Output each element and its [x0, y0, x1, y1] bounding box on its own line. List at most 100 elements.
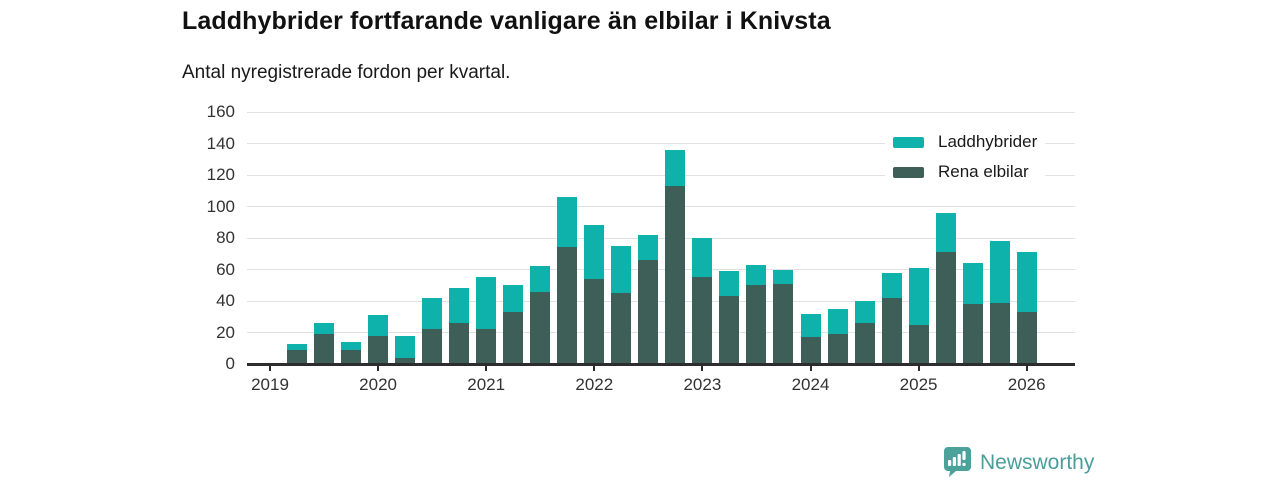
y-axis-label-100: 100 [206, 196, 235, 216]
bar-electric-2025-q4 [989, 302, 1010, 364]
bar-hybrid-2019-q4 [341, 341, 362, 350]
legend-item-laddhybrider: Laddhybrider [885, 128, 1046, 156]
chart-legend: Laddhybrider Rena elbilar [885, 128, 1046, 188]
bar-hybrid-2025-q4 [989, 241, 1010, 303]
bar-electric-2023-q2 [719, 296, 740, 364]
bar-electric-2024-q3 [854, 323, 875, 364]
bar-hybrid-2020-q2 [395, 335, 416, 358]
x-axis-label-2026: 2026 [1007, 375, 1046, 394]
plot-area: Laddhybrider Rena elbilar 0 20 40 60 80 100 120… [207, 102, 1075, 394]
x-tick-2024 [809, 365, 812, 371]
y-axis-label-40: 40 [216, 291, 235, 310]
bar-electric-2025-q1 [908, 324, 929, 364]
bar-hybrid-2023-q2 [719, 271, 740, 297]
bar-hybrid-2019-q2 [287, 343, 308, 350]
y-axis-label-20: 20 [216, 322, 235, 342]
bar-electric-2024-q1 [800, 337, 821, 364]
bar-hybrid-2021-q1 [476, 277, 497, 330]
x-tick-2026 [1025, 365, 1028, 371]
legend-swatch-icon [893, 166, 924, 178]
x-tick-2022 [593, 365, 596, 371]
bar-hybrid-2019-q3 [314, 323, 335, 335]
bar-hybrid-2020-q3 [422, 297, 443, 330]
bar-hybrid-2022-q3 [638, 234, 659, 261]
bar-electric-2022-q2 [611, 293, 632, 364]
bar-hybrid-2023-q3 [746, 264, 767, 286]
bar-hybrid-2021-q4 [557, 197, 578, 248]
bar-hybrid-2024-q3 [854, 301, 875, 324]
legend-label: Laddhybrider [938, 132, 1038, 151]
bar-hybrid-2024-q2 [827, 308, 848, 335]
gridline-y-60 [247, 269, 1075, 270]
y-axis-label-60: 60 [216, 259, 235, 279]
x-axis-label-2023: 2023 [683, 375, 722, 394]
bar-electric-2023-q3 [746, 285, 767, 364]
legend-label: Rena elbilar [938, 162, 1029, 181]
bar-electric-2024-q2 [827, 334, 848, 364]
gridline-y-100 [247, 206, 1075, 207]
gridline-y-80 [247, 237, 1075, 239]
bar-hybrid-2023-q1 [692, 238, 713, 278]
y-axis-label-80: 80 [216, 228, 235, 247]
bar-electric-2021-q2 [503, 312, 524, 364]
chart-subtitle: Antal nyregistrerade fordon per kvartal. [182, 62, 511, 83]
bar-electric-2019-q2 [287, 349, 308, 364]
bar-electric-2023-q4 [773, 283, 794, 364]
bar-electric-2021-q3 [530, 291, 551, 364]
bar-electric-2020-q3 [422, 329, 443, 364]
bar-hybrid-2026-q1 [1016, 252, 1037, 313]
gridline-y-20 [247, 332, 1075, 333]
gridline-y-40 [247, 300, 1075, 302]
bar-electric-2019-q4 [341, 349, 362, 364]
x-axis-label-2025: 2025 [899, 375, 938, 394]
bar-hybrid-2022-q2 [611, 245, 632, 294]
bar-electric-2026-q1 [1016, 312, 1037, 364]
bar-electric-2022-q3 [638, 260, 659, 364]
bar-electric-2021-q4 [557, 247, 578, 364]
bar-electric-2023-q1 [692, 277, 713, 364]
x-tick-2023 [701, 365, 704, 371]
x-axis-label-2021: 2021 [467, 375, 506, 394]
bar-hybrid-2023-q4 [773, 269, 794, 284]
bar-electric-2025-q3 [962, 304, 983, 364]
x-axis-label-2019: 2019 [251, 375, 289, 394]
bar-electric-2022-q4 [665, 186, 686, 364]
gridline-y-160 [247, 111, 1075, 113]
bar-hybrid-2020-q1 [368, 315, 389, 336]
legend-swatch-icon [893, 136, 924, 148]
y-axis-label-140: 140 [206, 133, 235, 153]
y-axis-label-0: 0 [225, 354, 235, 373]
bar-hybrid-2025-q1 [908, 267, 929, 325]
newsworthy-logo-icon [944, 447, 971, 477]
bar-hybrid-2020-q4 [449, 288, 470, 324]
bar-hybrid-2022-q4 [665, 149, 686, 187]
x-axis-line [247, 363, 1075, 366]
bar-electric-2025-q2 [935, 252, 956, 364]
bar-hybrid-2022-q1 [584, 225, 605, 279]
x-axis-label-2022: 2022 [575, 375, 614, 394]
brand-footer: Newsworthy [941, 446, 1094, 478]
bar-hybrid-2024-q4 [881, 272, 902, 298]
y-axis-label-160: 160 [206, 102, 235, 121]
bar-hybrid-2024-q1 [800, 313, 821, 338]
x-axis-label-2020: 2020 [359, 375, 397, 394]
x-tick-2021 [485, 365, 488, 371]
x-axis-label-2024: 2024 [791, 375, 830, 394]
y-axis-label-120: 120 [206, 165, 235, 184]
x-tick-2019 [269, 365, 271, 371]
bar-hybrid-2025-q2 [935, 212, 956, 253]
bar-electric-2022-q1 [584, 278, 605, 364]
brand-name: Newsworthy [980, 450, 1095, 474]
legend-item-rena-elbilar: Rena elbilar [885, 158, 1046, 186]
bar-hybrid-2025-q3 [962, 263, 983, 305]
bar-electric-2021-q1 [476, 329, 497, 364]
bar-electric-2020-q1 [368, 335, 389, 364]
bar-hybrid-2021-q2 [503, 285, 524, 313]
x-tick-2025 [917, 365, 920, 371]
bar-electric-2020-q2 [395, 357, 416, 364]
gridline-y-140 [247, 143, 1075, 144]
bar-electric-2024-q4 [881, 297, 902, 364]
bar-electric-2020-q4 [449, 323, 470, 364]
chart-title: Laddhybrider fortfarande vanligare än el… [182, 7, 831, 35]
